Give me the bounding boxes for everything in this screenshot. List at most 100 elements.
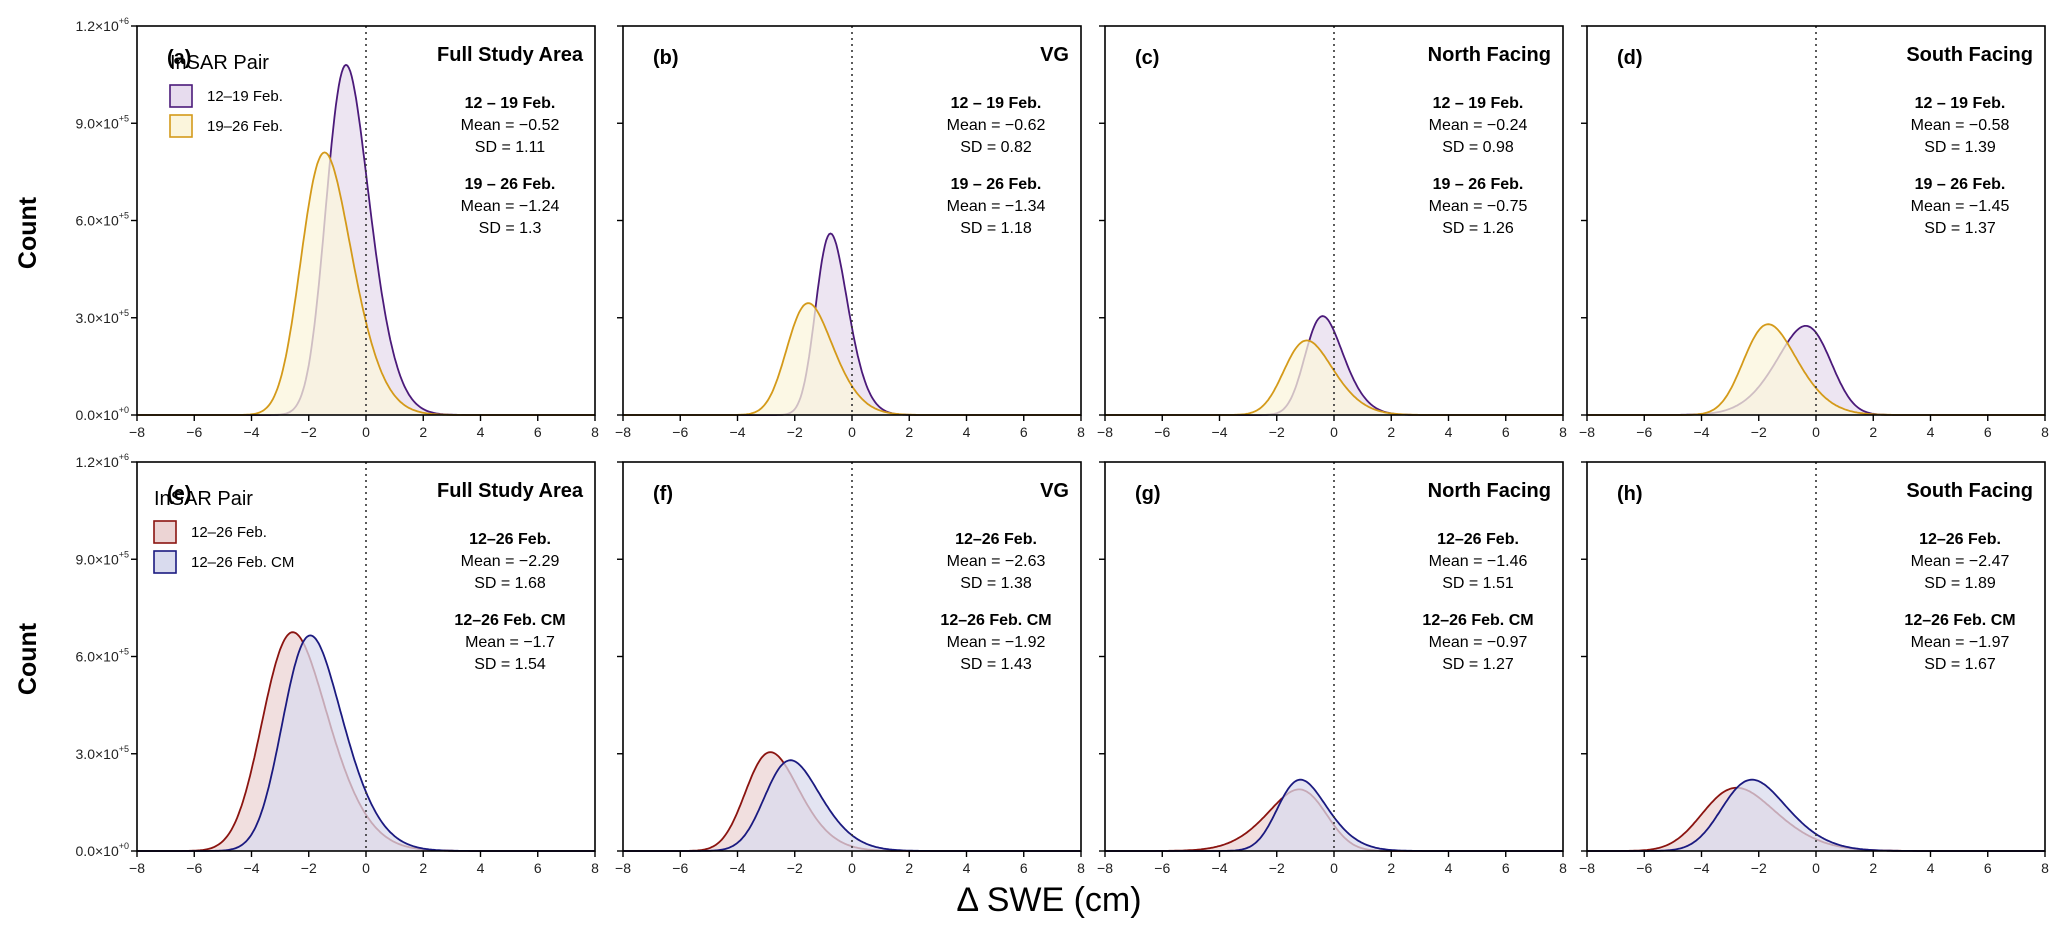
x-tick-label: −8 bbox=[129, 424, 145, 440]
y-tick-label: 9.0×10+5 bbox=[76, 549, 129, 567]
y-tick-exponent: +5 bbox=[119, 113, 129, 123]
stat-mean: Mean = −0.97 bbox=[1429, 634, 1528, 651]
x-tick-label: 8 bbox=[1077, 424, 1085, 440]
y-tick-base: 1.2×10 bbox=[76, 18, 119, 34]
panel-letter: (e) bbox=[167, 483, 191, 505]
x-tick-label: −2 bbox=[1751, 860, 1767, 876]
x-tick-label: 2 bbox=[419, 424, 427, 440]
stat-sd: SD = 1.51 bbox=[1442, 575, 1514, 592]
x-tick-label: 0 bbox=[848, 424, 856, 440]
stat-mean: Mean = −1.34 bbox=[947, 198, 1046, 215]
x-tick-label: 2 bbox=[1387, 860, 1395, 876]
y-tick-label: 0.0×10+0 bbox=[76, 405, 129, 423]
stat-mean: Mean = −0.24 bbox=[1429, 117, 1528, 134]
x-tick-label: 0 bbox=[362, 860, 370, 876]
y-tick-exponent: +0 bbox=[119, 841, 129, 851]
x-tick-label: −8 bbox=[1579, 860, 1595, 876]
series-area-h-2 bbox=[1587, 779, 2045, 851]
x-axis-title: Δ SWE (cm) bbox=[956, 881, 1141, 919]
x-tick-label: 2 bbox=[905, 860, 913, 876]
x-tick-label: −2 bbox=[301, 860, 317, 876]
x-tick-label: −6 bbox=[1154, 860, 1170, 876]
stat-mean: Mean = −0.75 bbox=[1429, 198, 1528, 215]
stat-heading: 19 – 26 Feb. bbox=[1915, 176, 2006, 193]
x-tick-label: 2 bbox=[1869, 860, 1877, 876]
y-tick-base: 6.0×10 bbox=[76, 649, 119, 665]
legend-title: InSAR Pair bbox=[154, 488, 253, 510]
x-tick-label: 6 bbox=[1984, 424, 1992, 440]
series-area-e-2 bbox=[137, 635, 595, 851]
y-tick-label: 3.0×10+5 bbox=[76, 744, 129, 762]
stat-mean: Mean = −1.46 bbox=[1429, 553, 1528, 570]
panel-letter: (a) bbox=[167, 47, 191, 69]
x-tick-label: 8 bbox=[2041, 424, 2049, 440]
x-tick-label: −2 bbox=[301, 424, 317, 440]
stat-heading: 12–26 Feb. bbox=[1919, 531, 2001, 548]
stat-heading: 12–26 Feb. CM bbox=[940, 612, 1051, 629]
legend-title: InSAR Pair bbox=[170, 52, 269, 74]
x-tick-label: 6 bbox=[1020, 860, 1028, 876]
y-tick-base: 0.0×10 bbox=[76, 407, 119, 423]
x-tick-label: 6 bbox=[534, 424, 542, 440]
panel-letter: (g) bbox=[1135, 483, 1161, 505]
legend-label: 12–26 Feb. CM bbox=[191, 554, 294, 571]
x-tick-label: −2 bbox=[1751, 424, 1767, 440]
stat-sd: SD = 1.54 bbox=[474, 656, 546, 673]
stat-heading: 12 – 19 Feb. bbox=[951, 95, 1042, 112]
x-tick-label: −2 bbox=[1269, 424, 1285, 440]
stat-sd: SD = 1.3 bbox=[479, 220, 542, 237]
y-tick-exponent: +6 bbox=[119, 452, 129, 462]
stat-sd: SD = 1.39 bbox=[1924, 139, 1996, 156]
stat-mean: Mean = −1.7 bbox=[465, 634, 555, 651]
stat-sd: SD = 1.11 bbox=[475, 139, 546, 156]
x-tick-label: 4 bbox=[963, 424, 971, 440]
x-tick-label: 2 bbox=[1869, 424, 1877, 440]
y-tick-exponent: +5 bbox=[119, 211, 129, 221]
x-tick-label: −4 bbox=[244, 424, 260, 440]
x-tick-label: 2 bbox=[419, 860, 427, 876]
panel-title: South Facing bbox=[1906, 44, 2033, 66]
panel-title: South Facing bbox=[1906, 480, 2033, 502]
panel-title: VG bbox=[1040, 44, 1069, 66]
stat-mean: Mean = −2.47 bbox=[1911, 553, 2010, 570]
x-tick-label: 0 bbox=[362, 424, 370, 440]
legend-swatch bbox=[169, 114, 193, 138]
x-tick-label: −6 bbox=[186, 860, 202, 876]
x-tick-label: 6 bbox=[1984, 860, 1992, 876]
x-tick-label: −6 bbox=[672, 860, 688, 876]
x-tick-label: 6 bbox=[534, 860, 542, 876]
panel-letter: (h) bbox=[1617, 483, 1643, 505]
stat-heading: 12–26 Feb. CM bbox=[1422, 612, 1533, 629]
stat-heading: 12 – 19 Feb. bbox=[1915, 95, 2006, 112]
panel-d: −8 −6 −4 −2 0 2 4 6 8 (d) South Facing 12 – 19 Feb.… bbox=[1579, 25, 2049, 440]
stat-heading: 12–26 Feb. bbox=[1437, 531, 1519, 548]
panel-e: −8 −6 −4 −2 0 2 4 6 80.0×10+03.0×10+56.0×10+59.0… bbox=[76, 452, 600, 876]
panel-letter: (b) bbox=[653, 47, 679, 69]
x-tick-label: 4 bbox=[963, 860, 971, 876]
legend-label: 12–19 Feb. bbox=[207, 88, 283, 105]
legend-swatch bbox=[153, 520, 177, 544]
legend-label: 12–26 Feb. bbox=[191, 524, 267, 541]
series-area-a-1 bbox=[137, 64, 595, 416]
panel-letter: (c) bbox=[1135, 47, 1159, 69]
x-tick-label: −4 bbox=[1694, 860, 1710, 876]
panel-title: North Facing bbox=[1428, 44, 1551, 66]
x-tick-label: 2 bbox=[1387, 424, 1395, 440]
y-tick-label: 3.0×10+5 bbox=[76, 308, 129, 326]
x-tick-label: −6 bbox=[1154, 424, 1170, 440]
x-tick-label: −4 bbox=[1694, 424, 1710, 440]
y-tick-label: 6.0×10+5 bbox=[76, 647, 129, 665]
stat-heading: 19 – 26 Feb. bbox=[951, 176, 1042, 193]
x-tick-label: 4 bbox=[1927, 424, 1935, 440]
x-tick-label: 0 bbox=[1812, 860, 1820, 876]
series-area-f-1 bbox=[623, 752, 1081, 851]
x-tick-label: 0 bbox=[1812, 424, 1820, 440]
stat-heading: 12 – 19 Feb. bbox=[1433, 95, 1524, 112]
x-tick-label: −2 bbox=[787, 860, 803, 876]
series-area-e-1 bbox=[137, 632, 595, 851]
stat-sd: SD = 1.68 bbox=[474, 575, 546, 592]
y-tick-base: 0.0×10 bbox=[76, 843, 119, 859]
x-tick-label: 0 bbox=[848, 860, 856, 876]
x-tick-label: −6 bbox=[672, 424, 688, 440]
